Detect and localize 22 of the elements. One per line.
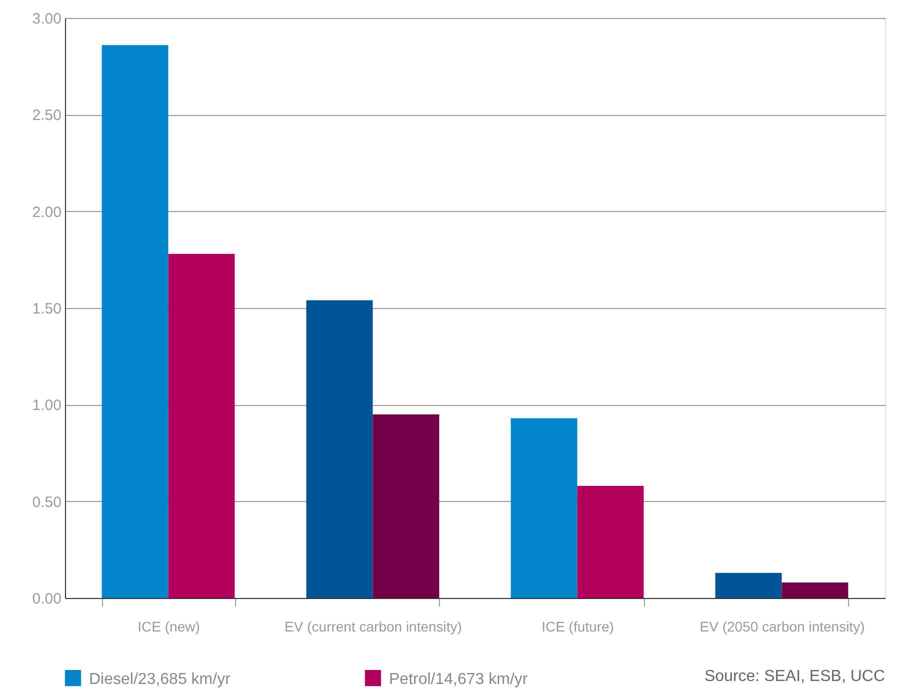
y-tick-label: 2.00 [32, 204, 62, 221]
y-tick-label: 1.50 [32, 300, 62, 318]
bar [102, 45, 168, 598]
bar [577, 486, 644, 598]
bar [168, 254, 235, 598]
bar [510, 418, 578, 598]
x-tick-label: EV (2050 carbon intensity) [700, 618, 865, 634]
x-tick-label: EV (current carbon intensity) [284, 618, 462, 634]
y-tick-label: 0.00 [32, 590, 62, 608]
bar [372, 414, 440, 598]
y-tick-label: 3.00 [32, 10, 62, 28]
bar [306, 300, 373, 598]
bar [715, 572, 782, 598]
y-tick-label: 2.50 [32, 107, 62, 124]
bar [782, 582, 848, 598]
x-tick-label: ICE (new) [138, 618, 200, 634]
legend-label: Petrol/14,673 km/yr [389, 671, 528, 688]
y-tick-label: 1.00 [32, 397, 62, 414]
y-tick-label: 0.50 [32, 494, 62, 511]
source-note: Source: SEAI, ESB, UCC [704, 668, 885, 685]
x-tick-label: ICE (future) [542, 618, 614, 634]
legend-label: Diesel/23,685 km/yr [89, 671, 232, 688]
